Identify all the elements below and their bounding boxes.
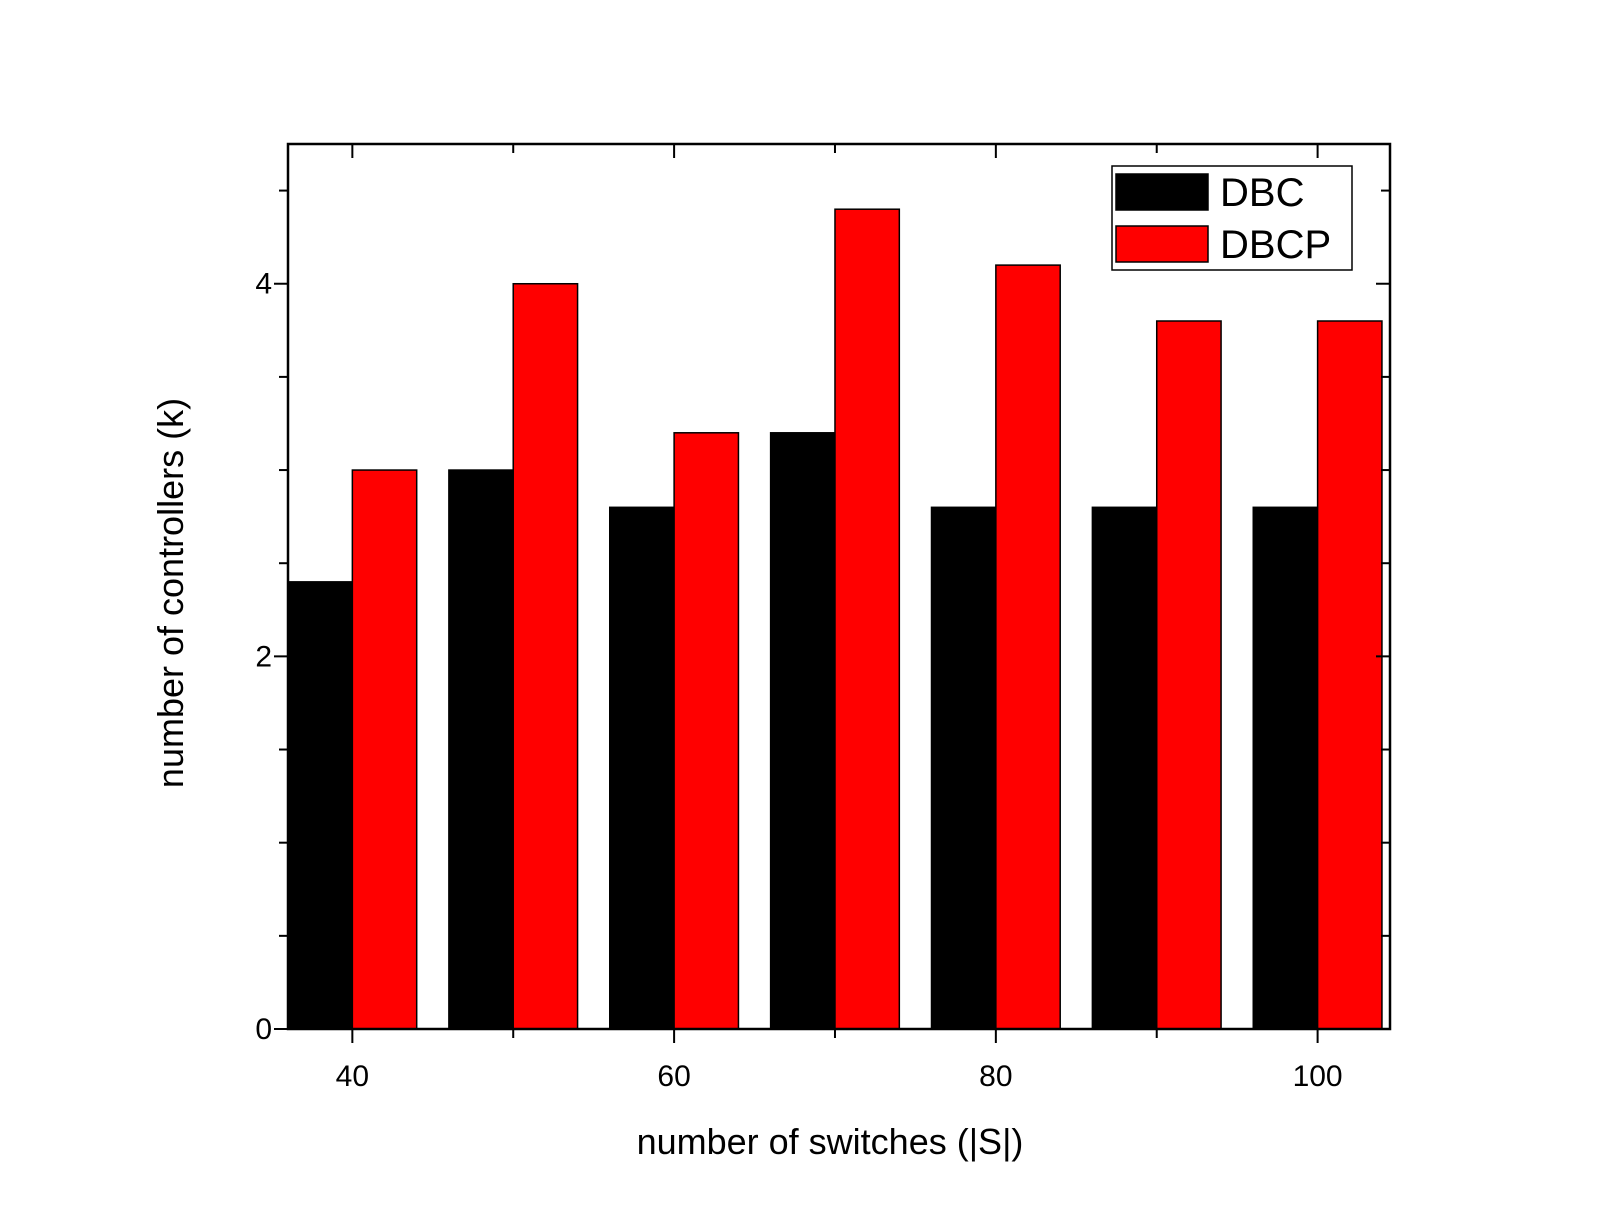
- bar-dbc-90: [1091, 506, 1158, 1030]
- x-tick-label: 60: [657, 1060, 690, 1093]
- bar-dbc-70: [769, 432, 836, 1030]
- bar-dbc-60: [609, 506, 675, 1030]
- x-tick-label: 80: [979, 1060, 1012, 1093]
- plot-frame: [286, 142, 1392, 1031]
- legend-swatch-dbcp: [1115, 225, 1209, 263]
- bar-dbc-80: [930, 506, 997, 1030]
- x-tick-label: 40: [336, 1060, 369, 1093]
- x-tick-label: 100: [1293, 1060, 1343, 1093]
- y-axis-ticks: [274, 189, 288, 1030]
- bar-dbcp-50: [512, 282, 579, 1030]
- legend-label-dbc: DBC: [1220, 171, 1304, 215]
- legend-label-dbcp: DBCP: [1220, 223, 1331, 267]
- y-tick-labels: 0 2 4: [255, 268, 272, 1046]
- bar-dbcp-100: [1316, 320, 1383, 1030]
- bar-dbcp-90: [1155, 320, 1222, 1030]
- y-tick-label: 4: [255, 268, 272, 301]
- x-tick-labels: 40 60 80 100: [336, 1060, 1343, 1093]
- right-axis-ticks: [1376, 189, 1390, 1030]
- y-tick-label: 0: [255, 1013, 272, 1046]
- bar-dbcp-70: [834, 208, 901, 1030]
- legend-swatch-dbc: [1115, 173, 1209, 211]
- bar-dbc-40: [287, 581, 354, 1030]
- y-tick-label: 2: [255, 640, 272, 673]
- bar-dbc-50: [448, 469, 514, 1030]
- bar-dbcp-40: [351, 469, 418, 1030]
- x-axis-ticks: [351, 1029, 1319, 1043]
- legend: DBC DBCP: [1111, 165, 1353, 271]
- y-axis-title: number of controllers (k): [150, 398, 191, 788]
- bar-dbc-100: [1252, 506, 1319, 1030]
- bar-dbcp-60: [673, 432, 740, 1030]
- bars: [287, 208, 1383, 1030]
- bar-dbcp-80: [995, 264, 1061, 1030]
- x-axis-title: number of switches (|S|): [637, 1121, 1024, 1162]
- top-axis-ticks: [351, 144, 1319, 158]
